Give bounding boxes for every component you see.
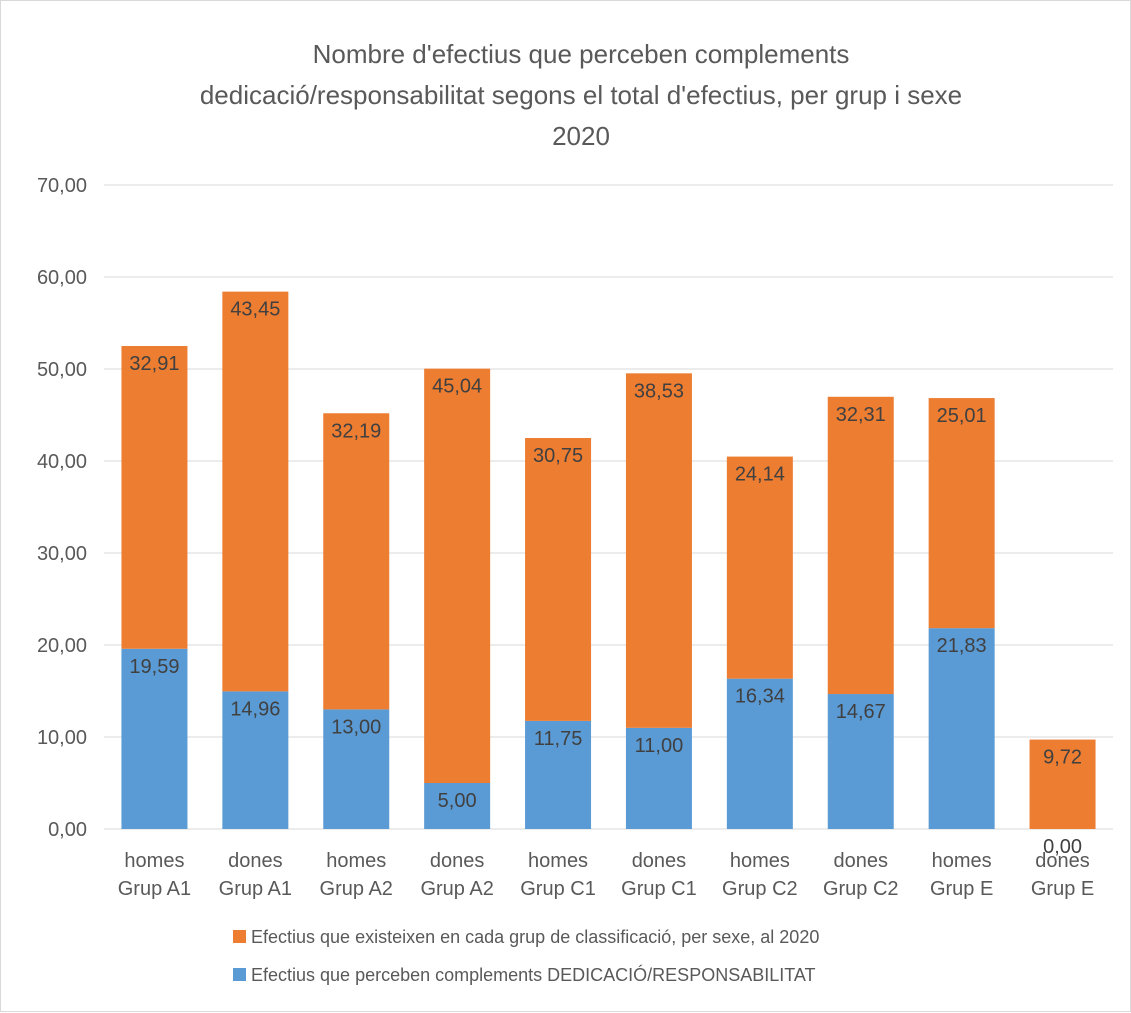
data-label-series-0-cat-1: 14,96 xyxy=(230,698,280,720)
x-category-label: Grup C2 xyxy=(823,878,899,900)
data-label-series-1-cat-8: 25,01 xyxy=(937,405,987,427)
bar-segment-series-1-cat-9 xyxy=(1029,739,1096,829)
y-tick-label: 60,00 xyxy=(37,267,87,289)
bars xyxy=(121,291,1096,829)
x-category-label: Grup A1 xyxy=(118,878,191,900)
x-category-label: Grup C1 xyxy=(520,878,596,900)
bar-segment-series-0-cat-8 xyxy=(928,628,995,829)
bar-segment-series-0-cat-4 xyxy=(525,720,592,829)
x-category-label: homes xyxy=(326,850,386,872)
y-tick-label: 10,00 xyxy=(37,727,87,749)
x-category-label: Grup A1 xyxy=(219,878,292,900)
legend-swatch xyxy=(233,968,246,981)
y-tick-label: 30,00 xyxy=(37,543,87,565)
x-category-label: Grup C2 xyxy=(722,878,798,900)
bar-segment-series-0-cat-2 xyxy=(323,709,390,829)
data-label-series-1-cat-4: 30,75 xyxy=(533,445,583,467)
y-axis-tick-labels: 0,00 10,00 20,00 30,00 40,00 50,00 60,00 70,00 xyxy=(37,175,87,841)
y-tick-label: 0,00 xyxy=(48,819,87,841)
bar-segment-series-0-cat-7 xyxy=(827,694,894,829)
x-category-label: Grup E xyxy=(930,878,993,900)
data-label-series-0-cat-4: 11,75 xyxy=(534,728,583,750)
x-category-label: Grup E xyxy=(1031,878,1094,900)
x-category-label: homes xyxy=(730,850,790,872)
bar-segment-series-1-cat-3 xyxy=(424,368,491,783)
chart-title-line-1: Nombre d'efectius que perceben complemen… xyxy=(313,39,850,69)
bar-segment-series-1-cat-5 xyxy=(625,373,692,728)
bar-segment-series-0-cat-1 xyxy=(222,691,289,829)
bar-segment-series-0-cat-3 xyxy=(424,783,491,829)
bar-segment-series-1-cat-0 xyxy=(121,346,188,649)
legend-entry-label: Efectius que existeixen en cada grup de … xyxy=(251,927,819,947)
y-tick-label: 20,00 xyxy=(37,635,87,657)
data-label-series-0-cat-8: 21,83 xyxy=(937,635,987,657)
x-category-label: Grup A2 xyxy=(320,878,393,900)
x-axis-category-labels: homes Grup A1 dones Grup A1 homes Grup A2 done… xyxy=(118,850,1094,900)
data-label-series-1-cat-6: 24,14 xyxy=(735,464,785,486)
y-tick-label: 70,00 xyxy=(37,175,87,197)
bar-segment-series-0-cat-0 xyxy=(121,648,188,829)
chart-title-line-3: 2020 xyxy=(552,121,610,151)
data-labels: 19,59 32,91 14,96 43,45 13,00 32,19 5,00 45,04 1… xyxy=(129,299,1082,858)
data-label-series-0-cat-0: 19,59 xyxy=(129,656,179,678)
bar-segment-series-1-cat-7 xyxy=(827,396,894,695)
x-category-label: dones xyxy=(430,850,485,872)
x-category-label: dones xyxy=(632,850,687,872)
legend-entry-label: Efectius que perceben complements DEDICA… xyxy=(251,964,816,985)
bar-segment-series-1-cat-2 xyxy=(323,413,390,710)
bar-segment-series-0-cat-6 xyxy=(726,678,793,829)
x-category-label: Grup C1 xyxy=(621,878,697,900)
bar-segment-series-1-cat-1 xyxy=(222,291,289,692)
x-category-label: Grup A2 xyxy=(420,878,493,900)
x-category-label: homes xyxy=(528,850,588,872)
data-label-series-1-cat-9: 9,72 xyxy=(1043,747,1082,769)
data-label-series-0-cat-7: 14,67 xyxy=(836,701,886,723)
y-tick-label: 50,00 xyxy=(37,359,87,381)
x-category-label: homes xyxy=(124,850,184,872)
bar-segment-series-1-cat-6 xyxy=(726,456,793,679)
data-label-series-0-cat-2: 13,00 xyxy=(331,716,381,738)
data-label-series-1-cat-2: 32,19 xyxy=(331,420,381,442)
legend-swatch xyxy=(233,930,246,943)
data-label-series-0-cat-9: 0,00 xyxy=(1043,836,1082,858)
x-category-label: homes xyxy=(932,850,992,872)
chart-title-line-2: dedicació/responsabilitat segons el tota… xyxy=(200,80,962,110)
x-category-label: dones xyxy=(228,850,283,872)
x-category-label: dones xyxy=(834,850,889,872)
legend: Efectius que existeixen en cada grup de … xyxy=(233,927,819,985)
data-label-series-1-cat-3: 45,04 xyxy=(432,376,482,398)
bar-segment-series-1-cat-8 xyxy=(928,398,995,629)
bar-segment-series-1-cat-4 xyxy=(525,438,592,721)
y-tick-label: 40,00 xyxy=(37,451,87,473)
data-label-series-1-cat-1: 43,45 xyxy=(230,299,280,321)
data-label-series-0-cat-3: 5,00 xyxy=(438,790,477,812)
data-label-series-0-cat-6: 16,34 xyxy=(735,686,785,708)
data-label-series-1-cat-0: 32,91 xyxy=(129,353,179,375)
data-label-series-0-cat-5: 11,00 xyxy=(635,735,684,757)
chart-title: Nombre d'efectius que perceben complemen… xyxy=(200,39,962,151)
data-label-series-1-cat-7: 32,31 xyxy=(836,404,886,426)
x-category-label: dones xyxy=(1035,850,1090,872)
bar-segment-series-0-cat-5 xyxy=(625,727,692,829)
data-label-series-1-cat-5: 38,53 xyxy=(634,380,684,402)
